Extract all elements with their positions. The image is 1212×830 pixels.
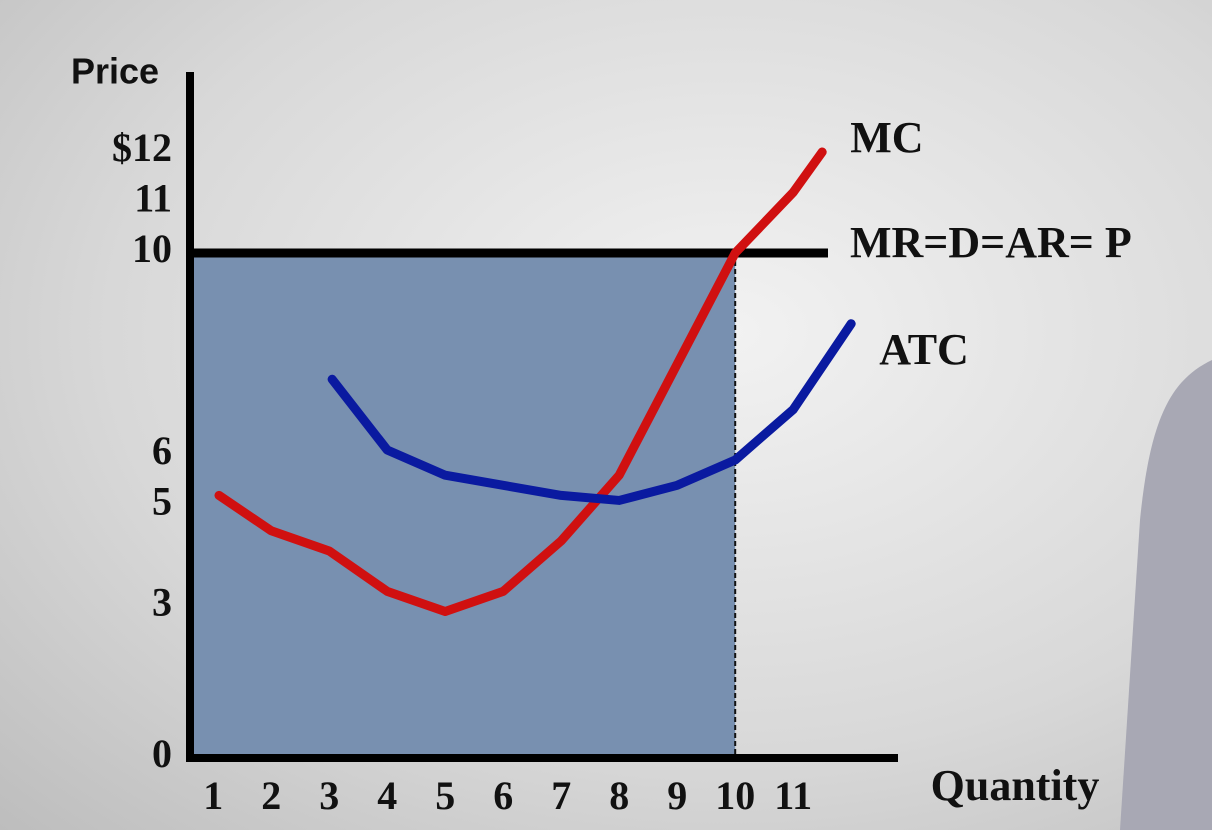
x-tick-label: 6 xyxy=(493,773,513,818)
x-tick-label: 8 xyxy=(609,773,629,818)
y-tick-label: 11 xyxy=(134,176,172,221)
y-tick-label: 0 xyxy=(152,731,172,776)
x-tick-label: 10 xyxy=(715,773,755,818)
y-axis-title: Price xyxy=(71,51,159,92)
x-tick-label: 2 xyxy=(261,773,281,818)
x-axis-title: Quantity xyxy=(931,761,1100,810)
y-tick-label: 3 xyxy=(152,580,172,625)
presenter xyxy=(1120,360,1212,830)
x-tick-label: 3 xyxy=(319,773,339,818)
series-line xyxy=(214,147,827,617)
series-line xyxy=(327,319,856,505)
revenue-area xyxy=(190,253,736,758)
series-label: MC xyxy=(850,113,923,162)
price-line-label: MR=D=AR= P xyxy=(850,218,1132,267)
y-tick-label: 10 xyxy=(132,226,172,271)
y-tick-label: 6 xyxy=(152,428,172,473)
x-tick-label: 7 xyxy=(551,773,571,818)
y-tick-label: 5 xyxy=(152,479,172,524)
series-label: ATC xyxy=(879,325,969,374)
x-tick-label: 9 xyxy=(667,773,687,818)
x-tick-label: 1 xyxy=(203,773,223,818)
x-tick-label: 11 xyxy=(774,773,812,818)
y-tick-label: $12 xyxy=(112,125,172,170)
x-tick-label: 5 xyxy=(435,773,455,818)
x-tick-label: 4 xyxy=(377,773,397,818)
